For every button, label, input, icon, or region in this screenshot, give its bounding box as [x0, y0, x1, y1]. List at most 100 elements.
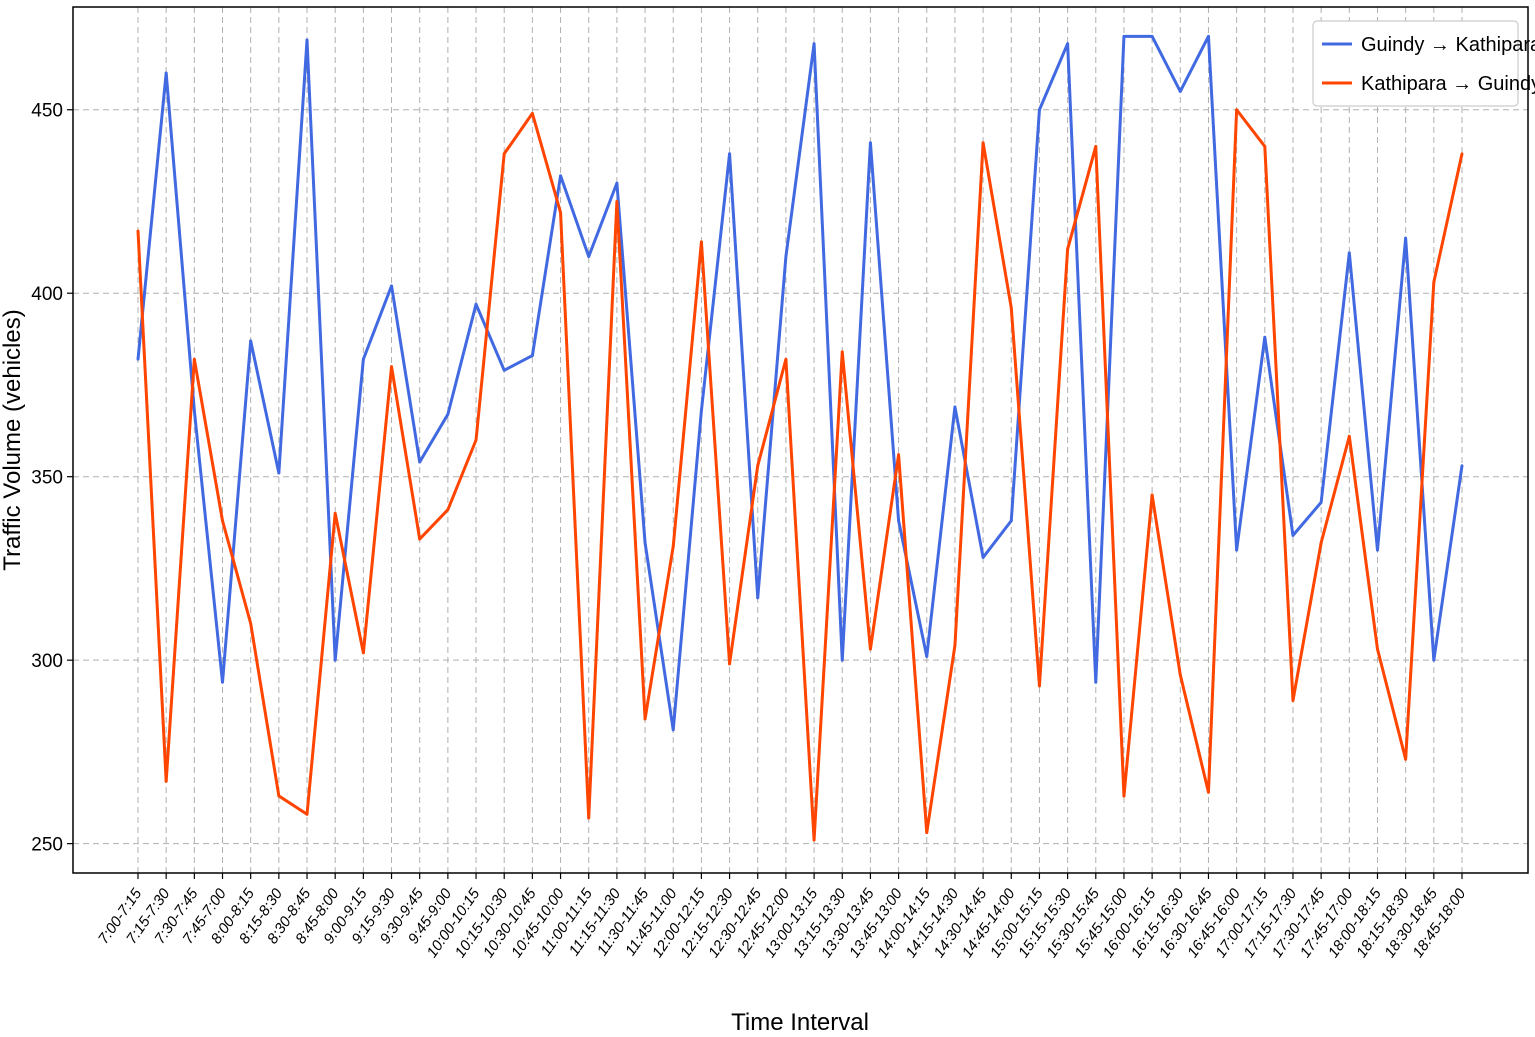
- data-point: [728, 662, 731, 666]
- data-point: [925, 831, 929, 835]
- data-point: [1319, 500, 1323, 504]
- data-point: [1009, 519, 1013, 523]
- data-point: [1460, 152, 1464, 156]
- data-point: [1038, 108, 1041, 112]
- y-tick-label: 400: [31, 284, 63, 305]
- data-point: [164, 71, 168, 75]
- data-point: [1094, 145, 1098, 148]
- legend: Guindy → Kathipara Kathipara → Guindy: [1312, 20, 1535, 107]
- y-tick-label: 250: [31, 835, 63, 856]
- data-point: [1235, 548, 1239, 552]
- data-point: [136, 357, 140, 361]
- data-point: [1178, 89, 1182, 93]
- data-point: [277, 471, 281, 475]
- x-axis-label: Time Interval: [731, 1009, 869, 1036]
- data-point: [1432, 280, 1436, 284]
- data-point: [1207, 790, 1210, 794]
- data-point: [164, 779, 168, 783]
- data-point: [192, 409, 196, 413]
- legend-label-kathipara-guindy: Kathipara → Guindy: [1361, 73, 1535, 95]
- data-point: [1376, 548, 1379, 552]
- data-point: [530, 354, 534, 358]
- data-point: [812, 838, 816, 842]
- data-point: [1263, 145, 1267, 148]
- data-point: [1347, 251, 1351, 255]
- data-point: [671, 545, 675, 548]
- data-point: [249, 622, 253, 625]
- data-point: [474, 438, 478, 442]
- data-point: [756, 464, 760, 468]
- data-point: [390, 365, 393, 369]
- data-point: [277, 794, 281, 798]
- data-point: [784, 357, 788, 361]
- x-axis-ticks: 7:00-7:157:15-7:307:30-7:457:45-7:008:00…: [95, 873, 1470, 961]
- data-point: [333, 658, 337, 662]
- data-point: [925, 655, 929, 658]
- data-point: [136, 229, 140, 233]
- data-point: [1094, 680, 1098, 684]
- data-point: [192, 357, 196, 361]
- data-point: [305, 812, 309, 816]
- data-point: [1122, 34, 1126, 38]
- data-point: [1319, 541, 1323, 545]
- data-point: [1150, 34, 1154, 38]
- plot-frame: [72, 6, 1529, 874]
- data-point: [1263, 335, 1267, 339]
- data-point: [1291, 699, 1295, 702]
- data-point: [530, 112, 534, 115]
- data-point: [1066, 42, 1070, 46]
- data-point: [981, 141, 985, 145]
- series-line-1: [136, 108, 1464, 842]
- data-point: [390, 284, 393, 288]
- data-point: [1235, 108, 1239, 112]
- data-point: [221, 680, 224, 684]
- data-point: [869, 141, 872, 145]
- data-point: [249, 339, 253, 343]
- data-point: [1150, 493, 1154, 497]
- data-point: [1207, 34, 1210, 38]
- data-point: [559, 211, 562, 214]
- data-point: [1066, 247, 1070, 251]
- data-point: [559, 174, 562, 178]
- data-point: [305, 38, 309, 42]
- data-point: [700, 240, 703, 244]
- data-point: [643, 541, 647, 545]
- data-point: [1404, 757, 1408, 761]
- data-point: [502, 368, 506, 372]
- data-point: [1038, 684, 1041, 688]
- data-series: [136, 34, 1464, 842]
- data-point: [615, 200, 619, 203]
- data-point: [840, 350, 844, 354]
- legend-box: [1312, 20, 1519, 107]
- data-point: [643, 717, 647, 721]
- data-point: [361, 651, 365, 655]
- data-point: [700, 409, 703, 413]
- data-point: [587, 816, 591, 820]
- y-tick-label: 350: [31, 468, 63, 489]
- data-point: [418, 460, 422, 464]
- data-point: [418, 537, 422, 541]
- data-point: [333, 511, 337, 515]
- data-point: [1432, 658, 1436, 662]
- data-point: [981, 556, 985, 559]
- data-point: [615, 181, 619, 185]
- data-point: [671, 728, 675, 732]
- data-point: [728, 152, 731, 156]
- data-point: [784, 255, 788, 258]
- data-point: [587, 255, 591, 258]
- data-point: [474, 302, 478, 306]
- data-point: [361, 357, 365, 361]
- data-point: [897, 519, 900, 523]
- data-point: [1291, 534, 1295, 537]
- data-point: [1376, 647, 1379, 651]
- data-point: [812, 42, 816, 46]
- data-point: [953, 644, 957, 647]
- y-tick-label: 300: [31, 651, 63, 672]
- data-point: [1122, 794, 1126, 798]
- data-point: [756, 596, 760, 600]
- legend-label-guindy-kathipara: Guindy → Kathipara: [1361, 34, 1535, 56]
- data-point: [502, 152, 506, 156]
- data-point: [1347, 434, 1351, 438]
